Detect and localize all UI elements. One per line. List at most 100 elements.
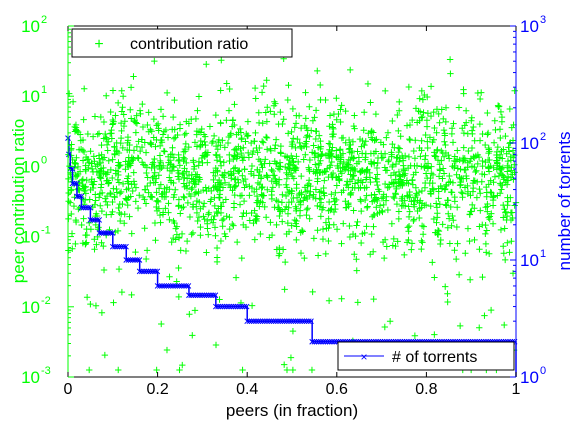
scatter-point <box>405 180 412 187</box>
scatter-point <box>317 81 324 89</box>
scatter-point <box>217 87 224 94</box>
scatter-point <box>310 142 317 149</box>
scatter-point <box>434 146 441 153</box>
scatter-point <box>411 155 419 162</box>
scatter-point <box>98 207 106 215</box>
torrent-marker <box>87 204 94 211</box>
scatter-point <box>153 189 160 196</box>
scatter-point <box>419 113 426 121</box>
torrent-marker <box>109 243 116 250</box>
scatter-point <box>80 85 88 92</box>
scatter-point <box>166 174 173 181</box>
scatter-point <box>395 158 403 165</box>
scatter-point <box>431 152 438 159</box>
scatter-point <box>179 361 186 369</box>
scatter-point <box>418 163 425 170</box>
scatter-point <box>462 119 470 126</box>
scatter-point <box>94 131 101 138</box>
scatter-point <box>292 164 300 172</box>
scatter-point <box>460 86 467 93</box>
scatter-point <box>353 222 360 229</box>
scatter-point <box>141 225 148 232</box>
torrent-marker <box>303 318 310 325</box>
scatter-point <box>460 129 468 137</box>
torrent-marker <box>250 318 257 325</box>
scatter-point <box>111 194 118 201</box>
torrent-marker <box>226 303 232 310</box>
scatter-point <box>210 132 218 140</box>
scatter-point <box>316 189 323 196</box>
scatter-point <box>398 182 406 189</box>
torrent-marker <box>232 303 239 310</box>
scatter-point <box>132 129 140 136</box>
scatter-point <box>194 217 201 225</box>
scatter-point <box>418 137 425 144</box>
scatter-point <box>174 173 182 180</box>
scatter-point <box>289 155 296 162</box>
scatter-point <box>165 153 172 160</box>
scatter-point <box>315 132 323 139</box>
scatter-point <box>195 213 203 221</box>
torrent-marker <box>192 292 199 299</box>
scatter-point <box>188 175 195 182</box>
scatter-point <box>453 156 461 163</box>
scatter-point <box>303 211 310 219</box>
scatter-point <box>160 147 168 155</box>
scatter-point <box>440 115 447 123</box>
scatter-point <box>406 208 413 215</box>
scatter-point <box>314 175 321 182</box>
scatter-point <box>511 202 518 209</box>
scatter-point <box>303 206 310 213</box>
scatter-point <box>371 137 378 144</box>
scatter-point <box>175 176 183 183</box>
scatter-point <box>405 228 412 235</box>
scatter-point <box>370 223 377 230</box>
torrent-marker <box>270 318 277 325</box>
scatter-point <box>75 146 83 153</box>
scatter-point <box>216 296 223 303</box>
torrent-marker <box>89 217 96 223</box>
scatter-point <box>292 207 300 215</box>
scatter-point <box>454 165 462 172</box>
scatter-point <box>331 201 339 208</box>
scatter-point <box>96 190 104 198</box>
scatter-point <box>449 163 456 170</box>
scatter-point <box>346 141 353 149</box>
scatter-point <box>173 278 180 285</box>
scatter-point <box>216 181 224 188</box>
scatter-point <box>199 141 206 148</box>
scatter-point <box>263 77 270 84</box>
torrent-marker <box>266 318 273 325</box>
scatter-point <box>157 159 164 166</box>
scatter-point <box>312 135 319 143</box>
scatter-point <box>92 197 99 204</box>
scatter-point <box>464 182 471 190</box>
scatter-point <box>217 237 225 245</box>
scatter-point <box>259 119 266 127</box>
scatter-point <box>318 151 325 158</box>
scatter-point <box>439 149 446 157</box>
torrent-marker <box>141 268 147 275</box>
scatter-point <box>416 214 423 222</box>
scatter-point <box>189 229 197 237</box>
scatter-point <box>312 186 320 193</box>
scatter-point <box>302 140 309 147</box>
scatter-point <box>119 180 127 188</box>
scatter-point <box>242 181 250 189</box>
scatter-point <box>329 131 336 138</box>
scatter-point <box>422 131 429 139</box>
y-left-tick-exponent: 1 <box>41 84 47 96</box>
scatter-point <box>436 166 443 173</box>
scatter-point <box>153 197 160 205</box>
scatter-point <box>500 243 507 250</box>
scatter-point <box>382 87 389 95</box>
scatter-point <box>358 143 365 150</box>
torrent-marker <box>76 193 83 200</box>
scatter-point <box>431 124 438 132</box>
torrent-marker <box>194 292 201 299</box>
scatter-point <box>204 217 211 225</box>
scatter-point <box>183 159 190 167</box>
scatter-point <box>319 169 326 176</box>
torrent-marker <box>241 303 248 310</box>
scatter-point <box>258 184 265 192</box>
